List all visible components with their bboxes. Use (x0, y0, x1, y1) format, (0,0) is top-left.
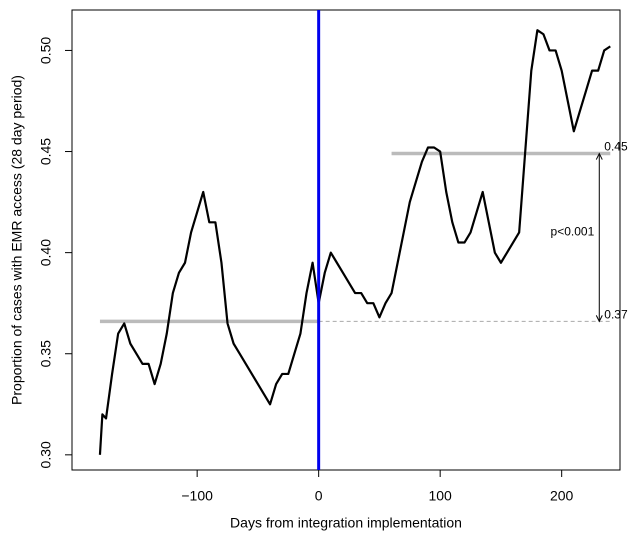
x-tick-label: 0 (315, 488, 323, 504)
annotation: p<0.001 (551, 225, 595, 239)
x-tick-label: −100 (181, 488, 213, 504)
plot-frame (71, 9, 621, 471)
mean-label: 0.37 (604, 308, 628, 322)
y-tick-label: 0.45 (38, 138, 54, 165)
x-tick-label: 200 (550, 488, 574, 504)
data-line (98, 29, 611, 455)
arrowhead (595, 152, 603, 323)
y-tick-label: 0.40 (38, 239, 54, 266)
mean-label: 0.45 (604, 140, 628, 154)
y-axis-label: Proportion of cases with EMR access (28 … (9, 75, 25, 405)
x-tick-label: 100 (428, 488, 452, 504)
y-tick-label: 0.35 (38, 340, 54, 367)
x-axis-label: Days from integration implementation (230, 515, 462, 531)
y-tick-label: 0.30 (38, 441, 54, 468)
y-tick-label: 0.50 (38, 37, 54, 64)
